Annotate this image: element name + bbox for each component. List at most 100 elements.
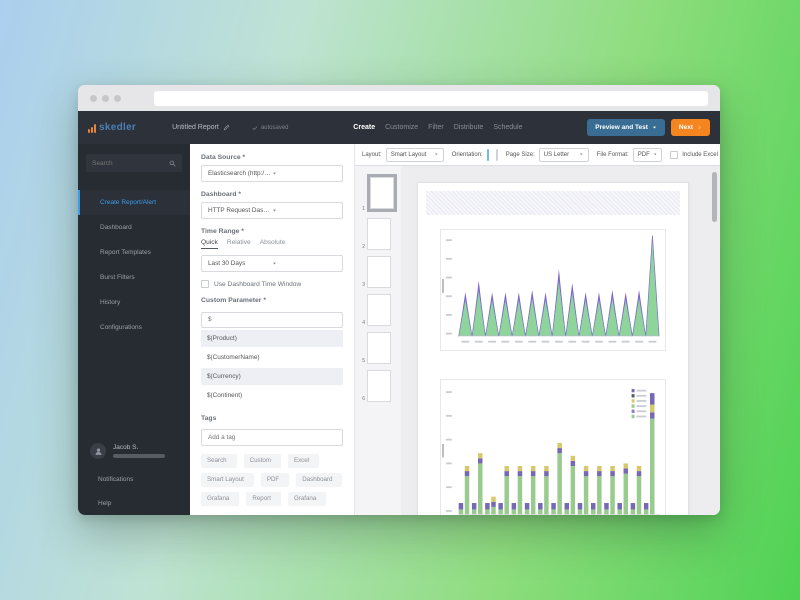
tag-chip: Excel <box>287 453 320 467</box>
area-chart <box>440 229 666 351</box>
breadcrumb: Create Customize Filter Distribute Schedule <box>353 124 522 131</box>
next-button[interactable]: Next <box>670 119 710 136</box>
sidebar-item-notifications[interactable]: Notifications <box>78 467 190 491</box>
parameter-name: $(Currency) <box>207 372 241 380</box>
preview-toolbar: Layout: Smart Layout Orientation: Page S… <box>355 144 720 166</box>
tag-chip: Search <box>201 453 237 467</box>
step-schedule[interactable]: Schedule <box>493 124 523 131</box>
tag-list: Search Custom Excel Smart Layout PDF Dashboar… <box>201 453 343 505</box>
tab-relative[interactable]: Relative <box>226 239 251 246</box>
tags-label: Tags <box>201 414 217 422</box>
step-create[interactable]: Create <box>353 124 376 131</box>
layout-select[interactable]: Smart Layout <box>385 147 444 162</box>
tag-chip: PDF <box>260 472 290 486</box>
data-source-select[interactable]: Elasticsearch (http://localhost:9200) + … <box>201 165 343 182</box>
caret-down-icon <box>272 261 336 266</box>
parameter-row: $(Product) <box>201 329 343 347</box>
search-input[interactable] <box>92 159 169 167</box>
page-number: 5 <box>362 358 365 364</box>
tag-chip-label: Custom <box>249 456 271 464</box>
check-icon <box>252 125 258 131</box>
traffic-light-maximize[interactable] <box>114 94 121 102</box>
user-profile[interactable]: Jacob S. <box>78 435 190 467</box>
orientation-portrait-button[interactable] <box>486 148 489 161</box>
page-number: 2 <box>362 244 365 250</box>
include-excel-label: Include Excel <box>682 151 718 158</box>
url-bar[interactable] <box>154 90 708 106</box>
sidebar-item-burst-filters[interactable]: Burst Filters <box>78 265 190 290</box>
create-report-form: Data Source * Elasticsearch (http://loca… <box>190 144 355 515</box>
tag-chip-label: Grafana <box>293 494 317 502</box>
page-thumbnail-4[interactable]: 4 <box>359 294 401 326</box>
tag-chip: Grafana <box>287 491 327 505</box>
traffic-light-close[interactable] <box>90 94 97 102</box>
parameter-name: $(Product) <box>207 334 237 342</box>
tag-chip-label: Excel <box>293 456 310 464</box>
sidebar-item-configurations[interactable]: Configurations <box>78 315 190 340</box>
page-number: 6 <box>362 396 365 402</box>
custom-parameter-input[interactable] <box>201 311 343 328</box>
caret-down-icon <box>652 125 657 130</box>
step-distribute[interactable]: Distribute <box>453 124 484 131</box>
file-format-select[interactable]: PDF <box>632 147 663 162</box>
search-icon <box>169 160 176 167</box>
page-number: 3 <box>362 282 365 288</box>
report-page-preview <box>417 182 689 515</box>
tag-chip: Dashboard <box>296 472 343 486</box>
tag-chip-label: Report <box>252 494 271 502</box>
sidebar-item-create-report-alert[interactable]: Create Report/Alert <box>78 190 190 215</box>
page-thumbnails: 1 2 3 4 5 6 <box>355 166 401 515</box>
autosave-status: autosaved <box>252 125 289 131</box>
sidebar-item-history[interactable]: History <box>78 290 190 315</box>
include-excel-checkbox[interactable] <box>670 150 679 159</box>
preview-and-test-button[interactable]: Preview and Test <box>587 119 665 136</box>
app-logo[interactable]: skedler <box>88 122 136 133</box>
page-header-placeholder <box>426 191 680 215</box>
caret-down-icon <box>579 152 584 157</box>
sidebar-search[interactable] <box>86 154 182 172</box>
page-thumbnail-5[interactable]: 5 <box>359 332 401 364</box>
preview-scrollbar[interactable] <box>712 172 717 222</box>
chevron-right-icon <box>697 125 702 130</box>
tag-chip-label: PDF <box>266 475 280 483</box>
browser-chrome <box>78 85 720 111</box>
sidebar-item-help[interactable]: Help <box>78 491 190 515</box>
time-range-select[interactable]: Last 30 Days <box>201 255 343 272</box>
step-filter[interactable]: Filter <box>428 124 444 131</box>
caret-down-icon <box>272 208 336 213</box>
report-title-text: Untitled Report <box>172 124 219 131</box>
parameter-row: $(Continent) <box>201 387 343 404</box>
page-size-select[interactable]: US Letter <box>538 147 589 162</box>
tag-chip: Grafana <box>201 491 240 505</box>
layout-label: Layout: <box>362 151 382 158</box>
user-name: Jacob S. <box>113 444 139 451</box>
traffic-light-minimize[interactable] <box>102 94 109 102</box>
page-thumbnail-1[interactable]: 1 <box>359 174 401 212</box>
user-email-masked <box>113 454 165 458</box>
tag-chip-label: Smart Layout <box>207 475 244 483</box>
preview-pane: Layout: Smart Layout Orientation: Page S… <box>355 144 720 515</box>
page-thumbnail-3[interactable]: 3 <box>359 256 401 288</box>
orientation-landscape-button[interactable] <box>495 148 498 161</box>
page-thumbnail-2[interactable]: 2 <box>359 218 401 250</box>
sidebar-item-dashboard[interactable]: Dashboard <box>78 215 190 240</box>
logo-bars-icon <box>88 124 96 133</box>
browser-window: skedler Untitled Report autosaved Create… <box>78 85 720 515</box>
step-customize[interactable]: Customize <box>385 124 419 131</box>
edit-title-icon[interactable] <box>223 124 230 131</box>
avatar <box>90 443 106 459</box>
file-format-label: File Format: <box>596 151 629 158</box>
report-title[interactable]: Untitled Report <box>172 124 230 131</box>
page-number: 4 <box>362 320 365 326</box>
tag-input[interactable] <box>201 428 343 446</box>
tab-quick[interactable]: Quick <box>201 239 218 249</box>
tab-absolute[interactable]: Absolute <box>259 239 286 246</box>
sidebar-item-report-templates[interactable]: Report Templates <box>78 240 190 265</box>
page-thumbnail-6[interactable]: 6 <box>359 370 401 402</box>
time-window-checkbox[interactable] <box>201 280 209 288</box>
data-source-label: Data Source * <box>201 154 246 161</box>
parameter-row: $(CustomerName) <box>201 349 343 366</box>
dashboard-select[interactable]: HTTP Request Dashboard <box>201 202 343 219</box>
parameter-row: $(Currency) <box>201 367 343 385</box>
